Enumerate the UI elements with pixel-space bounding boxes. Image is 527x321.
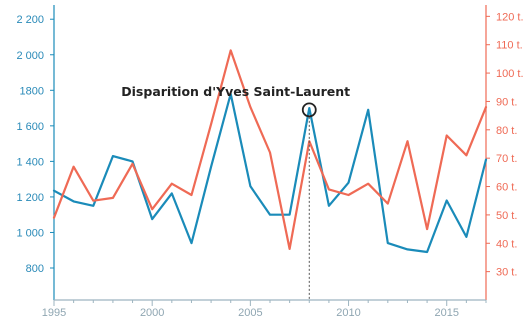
right-tick-label: 70 t. (496, 153, 517, 165)
right-tick-label: 90 t. (496, 96, 517, 108)
left-tick-label: 1 600 (16, 121, 44, 133)
right-tick-label: 30 t. (496, 267, 517, 279)
right-tick-label: 50 t. (496, 210, 517, 222)
x-tick-label: 1995 (42, 307, 66, 319)
left-tick-label: 1 200 (16, 192, 44, 204)
right-tick-label: 40 t. (496, 238, 517, 250)
left-tick-label: 2 200 (16, 14, 44, 26)
series-line-right-axis (54, 50, 486, 249)
left-tick-label: 1800 (20, 85, 44, 97)
right-tick-label: 60 t. (496, 182, 517, 194)
x-tick-label: 2015 (434, 307, 458, 319)
left-tick-label: 800 (26, 263, 44, 275)
right-tick-label: 80 t. (496, 125, 517, 137)
left-tick-label: 1 400 (16, 156, 44, 168)
right-tick-label: 120 t. (496, 11, 524, 23)
left-tick-label: 2 000 (16, 50, 44, 62)
x-tick-label: 2010 (336, 307, 360, 319)
right-tick-label: 110 t. (496, 40, 523, 52)
x-tick-label: 2000 (140, 307, 164, 319)
x-tick-label: 2005 (238, 307, 262, 319)
right-tick-label: 100 t. (496, 68, 524, 80)
series-line-left-axis (54, 94, 486, 252)
annotation-label: Disparition d'Yves Saint-Laurent (121, 84, 350, 99)
left-tick-label: 1 000 (16, 227, 44, 239)
